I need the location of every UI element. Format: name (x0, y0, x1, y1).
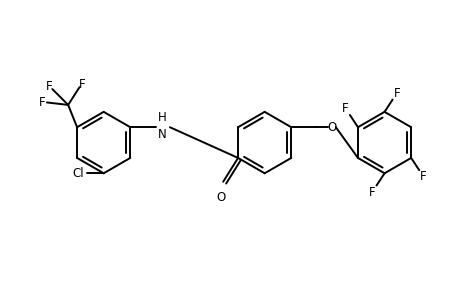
Text: F: F (39, 96, 45, 109)
Text: F: F (368, 186, 375, 199)
Text: F: F (393, 86, 399, 100)
Text: F: F (78, 78, 85, 91)
Text: F: F (420, 170, 426, 183)
Text: H: H (158, 111, 167, 124)
Text: F: F (341, 102, 348, 115)
Text: O: O (326, 121, 336, 134)
Text: N: N (158, 128, 167, 141)
Text: O: O (216, 190, 225, 204)
Text: F: F (46, 80, 52, 93)
Text: Cl: Cl (72, 167, 84, 180)
